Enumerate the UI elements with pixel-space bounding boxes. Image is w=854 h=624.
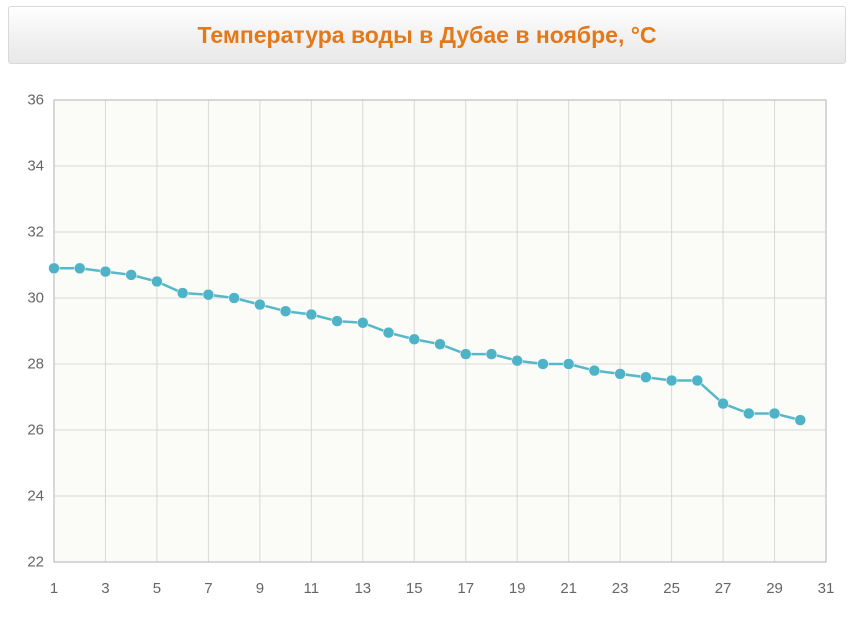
- x-tick-label: 31: [818, 580, 835, 597]
- data-point: [409, 334, 420, 345]
- data-point: [769, 408, 780, 419]
- x-tick-label: 25: [663, 580, 680, 597]
- data-point: [357, 317, 368, 328]
- plot-svg: [6, 92, 846, 612]
- data-point: [229, 293, 240, 304]
- x-tick-label: 1: [50, 580, 58, 597]
- data-point: [100, 266, 111, 277]
- data-point: [795, 415, 806, 426]
- x-tick-label: 19: [509, 580, 526, 597]
- chart-area: 2224262830323436135791113151719212325272…: [6, 92, 846, 612]
- data-point: [151, 276, 162, 287]
- data-point: [49, 263, 60, 274]
- data-point: [486, 349, 497, 360]
- data-point: [126, 269, 137, 280]
- data-point: [563, 359, 574, 370]
- y-tick-label: 30: [16, 290, 44, 307]
- chart-title: Температура воды в Дубае в ноябре, °C: [197, 22, 656, 49]
- data-point: [589, 365, 600, 376]
- y-tick-label: 24: [16, 488, 44, 505]
- data-point: [743, 408, 754, 419]
- data-point: [666, 375, 677, 386]
- y-tick-label: 32: [16, 224, 44, 241]
- data-point: [435, 339, 446, 350]
- data-point: [332, 316, 343, 327]
- y-tick-label: 26: [16, 422, 44, 439]
- data-point: [383, 327, 394, 338]
- y-tick-label: 36: [16, 92, 44, 109]
- data-point: [512, 355, 523, 366]
- data-point: [177, 288, 188, 299]
- x-tick-label: 7: [204, 580, 212, 597]
- x-tick-label: 23: [612, 580, 629, 597]
- x-tick-label: 27: [715, 580, 732, 597]
- data-point: [640, 372, 651, 383]
- data-point: [306, 309, 317, 320]
- x-tick-label: 9: [256, 580, 264, 597]
- data-point: [74, 263, 85, 274]
- x-tick-label: 21: [560, 580, 577, 597]
- data-point: [254, 299, 265, 310]
- data-point: [280, 306, 291, 317]
- x-tick-label: 17: [457, 580, 474, 597]
- x-tick-label: 15: [406, 580, 423, 597]
- x-tick-label: 29: [766, 580, 783, 597]
- chart-container: Температура воды в Дубае в ноябре, °C 22…: [0, 6, 854, 624]
- y-tick-label: 28: [16, 356, 44, 373]
- y-tick-label: 22: [16, 554, 44, 571]
- x-tick-label: 11: [304, 580, 320, 597]
- data-point: [537, 359, 548, 370]
- data-point: [615, 368, 626, 379]
- data-point: [460, 349, 471, 360]
- data-point: [718, 398, 729, 409]
- y-tick-label: 34: [16, 158, 44, 175]
- x-tick-label: 13: [354, 580, 371, 597]
- chart-title-bar: Температура воды в Дубае в ноябре, °C: [8, 6, 846, 64]
- data-point: [692, 375, 703, 386]
- x-tick-label: 3: [101, 580, 109, 597]
- x-tick-label: 5: [153, 580, 161, 597]
- data-point: [203, 289, 214, 300]
